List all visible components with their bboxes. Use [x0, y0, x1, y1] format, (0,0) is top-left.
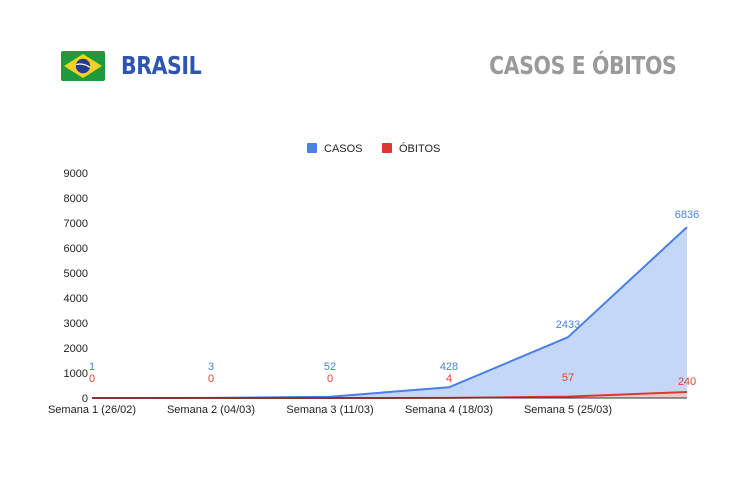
- data-label-casos: 6836: [675, 209, 699, 221]
- data-label-obitos: 0: [208, 373, 214, 385]
- data-label-obitos: 0: [327, 373, 333, 385]
- data-label-obitos: 57: [562, 372, 574, 384]
- x-tick-label: Semana 3 (11/03): [286, 404, 373, 416]
- legend-swatch: [307, 143, 317, 153]
- y-tick-label: 0: [82, 393, 88, 405]
- y-tick-label: 1000: [64, 368, 88, 380]
- data-label-casos: 3: [208, 361, 214, 373]
- data-label-obitos: 0: [89, 373, 95, 385]
- data-label-casos: 2433: [556, 319, 580, 331]
- x-tick-label: Semana 4 (18/03): [405, 404, 493, 416]
- data-label-casos: 52: [324, 361, 336, 373]
- y-tick-label: 2000: [64, 343, 88, 355]
- y-tick-label: 5000: [64, 268, 88, 280]
- area-casos: [92, 227, 687, 398]
- country-title: BRASIL: [121, 51, 202, 80]
- brazil-flag-icon: [61, 51, 105, 81]
- data-label-obitos: 240: [678, 376, 696, 388]
- legend-label: ÓBITOS: [399, 142, 440, 155]
- legend-swatch: [382, 143, 392, 153]
- y-tick-label: 6000: [64, 243, 88, 255]
- area-obitos: [92, 392, 687, 398]
- y-tick-label: 9000: [64, 168, 88, 180]
- x-tick-label: Semana 5 (25/03): [524, 404, 612, 416]
- x-tick-label: Semana 2 (04/03): [167, 404, 255, 416]
- y-tick-label: 8000: [64, 193, 88, 205]
- data-label-casos: 428: [440, 361, 458, 373]
- chart-page-title: CASOS E ÓBITOS: [488, 51, 677, 80]
- data-label-obitos: 4: [446, 373, 452, 385]
- y-tick-label: 3000: [64, 318, 88, 330]
- y-tick-label: 4000: [64, 293, 88, 305]
- x-tick-label: Semana 1 (26/02): [48, 404, 136, 416]
- y-tick-label: 7000: [64, 218, 88, 230]
- data-label-casos: 1: [89, 361, 95, 373]
- legend-label: CASOS: [324, 143, 363, 155]
